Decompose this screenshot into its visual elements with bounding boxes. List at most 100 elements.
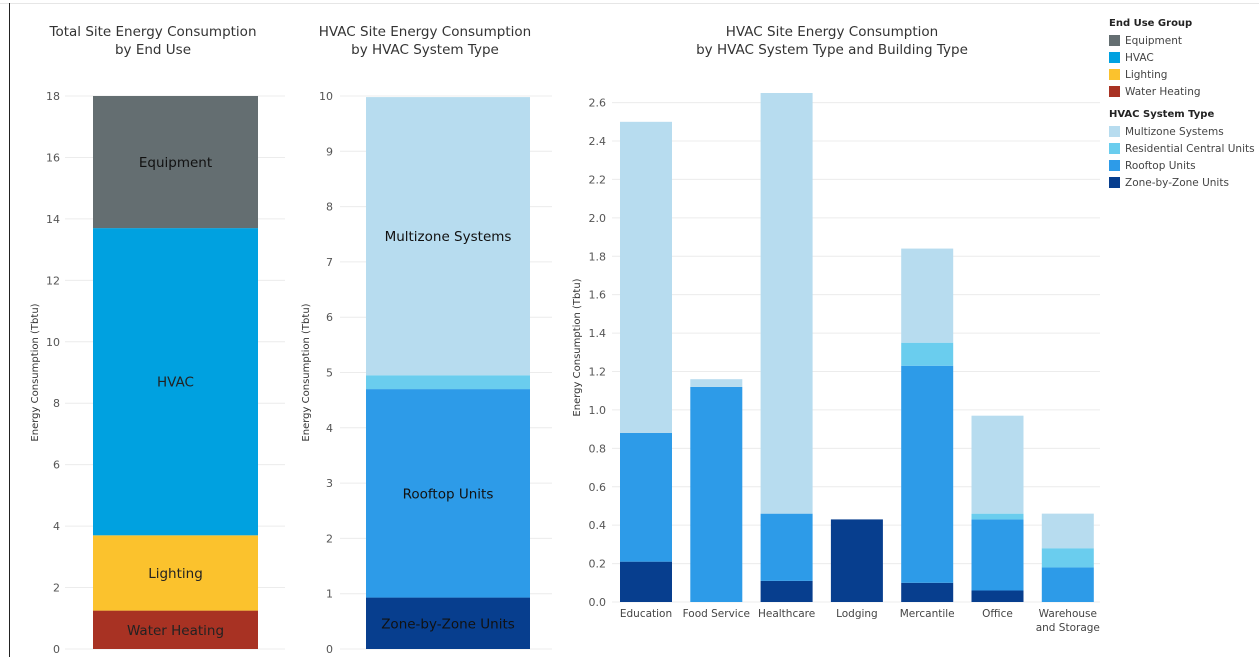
y-tick-label: 6 xyxy=(53,459,60,472)
chart-title: Total Site Energy Consumption by End Use xyxy=(49,24,257,58)
y-tick-label: 14 xyxy=(46,213,60,226)
legend-item-equipment[interactable]: Equipment xyxy=(1109,32,1259,49)
x-category-label-line: Food Service xyxy=(683,608,750,620)
chart-title: HVAC Site Energy Consumption by HVAC Syst… xyxy=(696,24,968,58)
x-category-label: Mercantile xyxy=(900,608,955,620)
x-category-label: Lodging xyxy=(836,608,878,620)
bar-segment-residential-central-units xyxy=(901,343,953,366)
legend-label: Zone-by-Zone Units xyxy=(1125,177,1229,189)
y-tick-label: 2 xyxy=(326,532,333,545)
x-category-label-line: Mercantile xyxy=(900,608,955,620)
x-category-label: Warehouse and Storage xyxy=(1036,608,1100,634)
legend-swatch xyxy=(1109,52,1120,63)
y-tick-label: 1.0 xyxy=(589,404,607,417)
y-tick-label: 18 xyxy=(46,90,60,103)
segment-label: Multizone Systems xyxy=(385,229,512,245)
y-tick-label: 2.6 xyxy=(589,97,607,110)
y-tick-label: 5 xyxy=(326,367,333,380)
y-tick-label: 2 xyxy=(53,582,60,595)
y-tick-label: 6 xyxy=(326,311,333,324)
x-category-label: Office xyxy=(982,608,1013,620)
y-tick-label: 0.8 xyxy=(589,442,607,455)
segment-label: Rooftop Units xyxy=(403,486,494,502)
y-tick-label: 10 xyxy=(46,336,60,349)
legend-item-water-heating[interactable]: Water Heating xyxy=(1109,83,1259,100)
y-tick-label: 8 xyxy=(326,201,333,214)
y-tick-label: 0 xyxy=(53,643,60,656)
y-tick-label: 2.0 xyxy=(589,212,607,225)
y-tick-label: 12 xyxy=(46,274,60,287)
y-tick-label: 0 xyxy=(326,643,333,656)
legend-title-hvac-system-type: HVAC System Type xyxy=(1109,109,1259,120)
bar-segment-rooftop-units xyxy=(901,366,953,583)
x-category-label: Healthcare xyxy=(758,608,815,620)
y-tick-label: 2.2 xyxy=(589,173,607,186)
x-category-label-line: Warehouse xyxy=(1039,608,1097,620)
bar-segment-residential-central-units xyxy=(1042,548,1094,567)
legend-label: Residential Central Units xyxy=(1125,143,1255,155)
bar-segment-multizone-systems xyxy=(620,122,672,433)
chart-title-line: by HVAC System Type and Building Type xyxy=(696,42,968,58)
y-tick-label: 1.2 xyxy=(589,366,607,379)
legend-label: Lighting xyxy=(1125,69,1167,81)
chart-hvac-by-system-type: 012345678910HVAC Site Energy Consumption… xyxy=(301,24,552,656)
bar-segment-multizone-systems xyxy=(901,249,953,343)
chart-hvac-by-system-and-building-type: 0.0 0.2 0.4 0.6 0.8 1.0 1.2 1.4 1.6 1.8 2.0 2.2 2.4 2… xyxy=(572,24,1100,634)
legend-item-lighting[interactable]: Lighting xyxy=(1109,66,1259,83)
legend-item-rooftop-units[interactable]: Rooftop Units xyxy=(1109,157,1259,174)
segment-label: Water Heating xyxy=(127,623,224,639)
legend-item-residential-central-units[interactable]: Residential Central Units xyxy=(1109,140,1259,157)
legend-swatch xyxy=(1109,126,1120,137)
legend-end-use-group: End Use Group Equipment HVAC Lighting Wa… xyxy=(1109,18,1259,100)
x-category-label-line: and Storage xyxy=(1036,622,1100,634)
legend-swatch xyxy=(1109,160,1120,171)
y-tick-label: 7 xyxy=(326,256,333,269)
y-tick-label: 0.6 xyxy=(589,481,607,494)
legend-swatch xyxy=(1109,86,1120,97)
legend-swatch xyxy=(1109,177,1120,188)
x-category-label-line: Lodging xyxy=(836,608,878,620)
bar-segment-zone-by-zone-units xyxy=(761,581,813,602)
legend-title-end-use: End Use Group xyxy=(1109,18,1259,29)
legend-swatch xyxy=(1109,35,1120,46)
y-tick-label: 0.2 xyxy=(589,558,607,571)
x-category-label-line: Office xyxy=(982,608,1013,620)
chart-total-by-end-use: 0 2 4 6 8 10 12 14 16 18 Total Site Energy Consump… xyxy=(30,24,285,656)
chart-title-line: Total Site Energy Consumption xyxy=(49,24,257,40)
legend-label: HVAC xyxy=(1125,52,1154,64)
bar-segment-rooftop-units xyxy=(972,519,1024,590)
legend-label: Multizone Systems xyxy=(1125,126,1224,138)
legend: End Use Group Equipment HVAC Lighting Wa… xyxy=(1109,18,1259,200)
x-category-label-line: Education xyxy=(620,608,672,620)
legend-label: Water Heating xyxy=(1125,86,1201,98)
bar-segment-zone-by-zone-units xyxy=(972,590,1024,602)
legend-item-zone-by-zone-units[interactable]: Zone-by-Zone Units xyxy=(1109,174,1259,191)
y-tick-label: 9 xyxy=(326,145,333,158)
y-tick-label: 1 xyxy=(326,588,333,601)
bar-segment-residential-central-units xyxy=(366,375,530,389)
bar-segment-zone-by-zone-units xyxy=(831,519,883,602)
x-category-label: Food Service xyxy=(683,608,750,620)
y-tick-label: 0.0 xyxy=(589,596,607,609)
y-tick-label: 1.6 xyxy=(589,289,607,302)
bar-segment-multizone-systems xyxy=(761,93,813,514)
legend-item-multizone-systems[interactable]: Multizone Systems xyxy=(1109,123,1259,140)
chart-title-line: by End Use xyxy=(115,42,191,58)
y-tick-label: 1.8 xyxy=(589,250,607,263)
x-category-label: Education xyxy=(620,608,672,620)
bar-segment-multizone-systems xyxy=(1042,514,1094,549)
chart-title-line: HVAC Site Energy Consumption xyxy=(726,24,938,40)
legend-item-hvac[interactable]: HVAC xyxy=(1109,49,1259,66)
y-tick-label: 0.4 xyxy=(589,519,607,532)
bar-segment-rooftop-units xyxy=(690,387,742,602)
legend-hvac-system-type-group: HVAC System Type Multizone Systems Resid… xyxy=(1109,109,1259,191)
chart-title-line: HVAC Site Energy Consumption xyxy=(319,24,531,40)
bar-segment-zone-by-zone-units xyxy=(620,562,672,602)
y-axis-label: Energy Consumption (Tbtu) xyxy=(572,278,583,416)
y-tick-label: 4 xyxy=(53,520,60,533)
bar-segment-rooftop-units xyxy=(761,514,813,581)
chart-title: HVAC Site Energy Consumption by HVAC Syst… xyxy=(319,24,531,58)
bar-segment-rooftop-units xyxy=(1042,567,1094,602)
x-category-label-line: Healthcare xyxy=(758,608,815,620)
